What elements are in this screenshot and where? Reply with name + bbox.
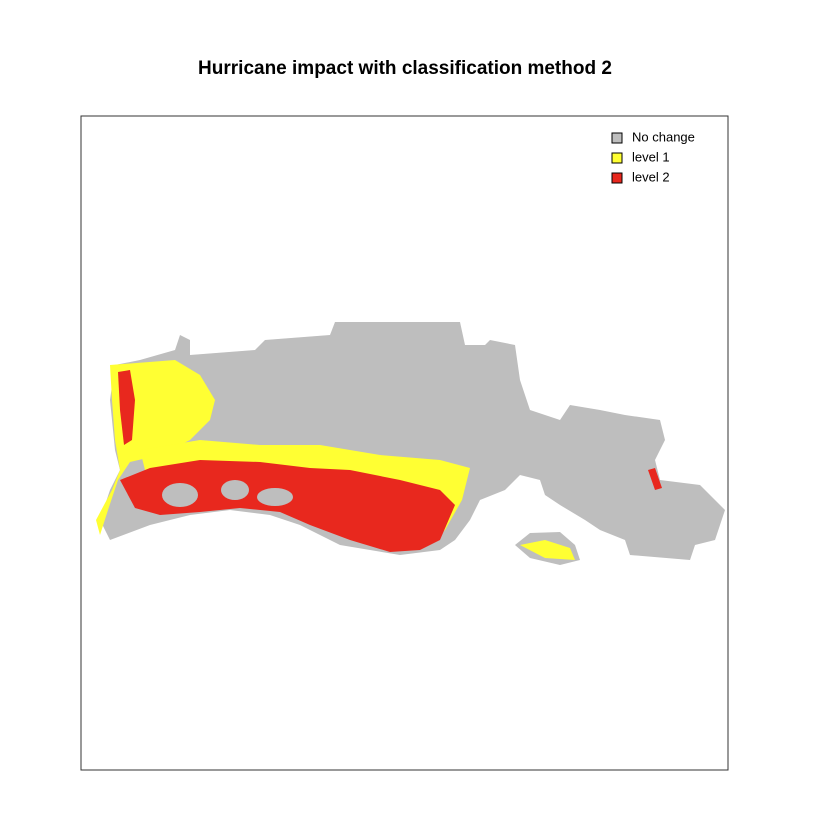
plot-frame [80,115,729,771]
legend-label: No change [632,129,695,144]
level-2-main [120,460,455,552]
legend-swatch [611,172,623,184]
level-2-east [648,468,662,490]
map-title: Hurricane impact with classification met… [198,58,612,79]
legend-label: level 1 [632,149,670,164]
level-2-west [118,370,135,445]
interior-no-change [162,483,198,507]
map [96,322,725,565]
interior-no-change [221,480,249,500]
legend-label: level 2 [632,169,670,184]
legend-swatch [611,132,623,144]
legend: No change level 1 level 2 [611,129,695,184]
legend-swatch [611,152,623,164]
interior-no-change [257,488,293,506]
level-1-island [520,540,575,560]
